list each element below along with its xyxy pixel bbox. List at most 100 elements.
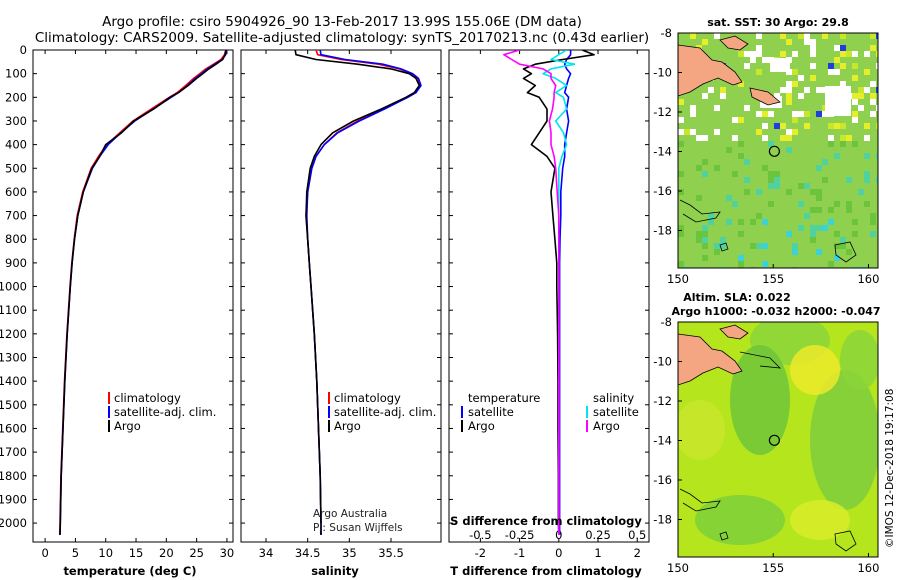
sst-cell bbox=[834, 201, 840, 207]
sst-cell bbox=[804, 39, 810, 45]
depth-tick-label: 1300 bbox=[0, 351, 27, 365]
sst-cell bbox=[870, 81, 876, 87]
sst-cell bbox=[786, 87, 792, 93]
sst-cell bbox=[768, 177, 774, 183]
x-tick-label: 2 bbox=[634, 546, 641, 560]
salinity-axes-box bbox=[240, 49, 442, 543]
sst-cell bbox=[756, 213, 762, 219]
sst-cell bbox=[780, 87, 786, 93]
sst-cell bbox=[762, 135, 768, 141]
sst-cell bbox=[852, 141, 858, 147]
sst-cell bbox=[876, 153, 878, 159]
legend-swatch-climatology bbox=[328, 392, 330, 404]
coast-queensland bbox=[679, 199, 721, 223]
map-y-tick-label: -12 bbox=[653, 394, 672, 408]
sst-cell bbox=[714, 33, 720, 39]
credit-pi: PI: Susan Wijffels bbox=[313, 522, 403, 534]
sst-cell bbox=[768, 201, 774, 207]
sst-cell bbox=[708, 219, 714, 225]
legend-swatch-satellite bbox=[108, 406, 110, 418]
x-tick-label: 5 bbox=[72, 546, 79, 560]
sst-cell bbox=[762, 57, 768, 63]
sst-cell bbox=[834, 57, 840, 63]
sst-cell bbox=[816, 87, 822, 93]
temperature-axes-box bbox=[32, 49, 234, 543]
x-tick-label: 25 bbox=[189, 546, 204, 560]
sst-cell bbox=[744, 159, 750, 165]
sst-cell bbox=[786, 99, 792, 105]
sst-cell bbox=[756, 51, 762, 57]
x-tick-label: 1 bbox=[594, 546, 601, 560]
difference-x-axis: -2 -1 0 1 2 bbox=[475, 50, 641, 560]
salinity-lines bbox=[294, 50, 422, 535]
salinity-diff-tick-label: -0.25 bbox=[505, 528, 535, 542]
sst-cell bbox=[702, 39, 708, 45]
sst-cell bbox=[804, 87, 810, 93]
map-y-tick-label: -10 bbox=[653, 65, 672, 79]
sst-cell bbox=[696, 231, 702, 237]
salinity-panel: 34 34.5 35 35.5 salinity climatology satell… bbox=[240, 49, 442, 578]
sst-cell bbox=[870, 33, 876, 39]
sst-cell bbox=[876, 123, 878, 129]
sst-cell bbox=[846, 177, 852, 183]
legend-swatch-t-satellite bbox=[461, 406, 463, 418]
sst-cell bbox=[714, 129, 720, 135]
sst-cell bbox=[744, 177, 750, 183]
map-y-tick-label: -18 bbox=[653, 223, 672, 237]
imos-stamp: ©IMOS 12-Dec-2018 19:17:08 bbox=[884, 389, 896, 548]
sst-cell bbox=[750, 51, 756, 57]
sst-cell bbox=[744, 63, 750, 69]
sst-cell bbox=[840, 81, 846, 87]
sla-blob bbox=[790, 500, 850, 540]
land-island-north bbox=[719, 35, 749, 51]
sla-map-title: Altim. SLA: 0.022 bbox=[683, 291, 790, 304]
sst-cell bbox=[804, 213, 810, 219]
sst-cell bbox=[732, 135, 738, 141]
credit-argo-australia: Argo Australia bbox=[313, 508, 387, 520]
sst-cell bbox=[810, 63, 816, 69]
sst-cell bbox=[864, 87, 870, 93]
sst-cell bbox=[702, 171, 708, 177]
sst-cell bbox=[756, 33, 762, 39]
depth-tick-label: 1700 bbox=[0, 445, 27, 459]
sst-cell bbox=[810, 237, 816, 243]
sst-cell bbox=[768, 141, 774, 147]
salinity-xlabel: salinity bbox=[311, 564, 359, 578]
sst-cell bbox=[840, 243, 846, 249]
temperature-legend: climatology satellite-adj. clim. Argo bbox=[108, 391, 216, 433]
sst-cell bbox=[756, 129, 762, 135]
legend-swatch-t-argo bbox=[461, 420, 463, 432]
sst-cell bbox=[846, 201, 852, 207]
legend-label-t-satellite: satellite bbox=[468, 405, 514, 419]
sst-cell bbox=[852, 99, 858, 105]
sst-cell bbox=[678, 117, 684, 123]
sst-cell bbox=[876, 33, 878, 39]
sst-cell bbox=[864, 153, 870, 159]
sst-cell bbox=[756, 111, 762, 117]
sst-cell bbox=[804, 33, 810, 39]
sst-cell bbox=[798, 111, 804, 117]
x-tick-label: 10 bbox=[98, 546, 113, 560]
legend-swatch-argo bbox=[108, 420, 110, 432]
depth-tick-label: 1500 bbox=[0, 398, 27, 412]
sst-cell bbox=[696, 237, 702, 243]
sst-cell bbox=[810, 225, 816, 231]
map-y-tick-label: -8 bbox=[661, 26, 672, 40]
depth-tick-label: 300 bbox=[5, 114, 27, 128]
legend-label-s-satellite: satellite bbox=[593, 405, 639, 419]
legend-label-s-argo: Argo bbox=[593, 419, 620, 433]
coast-reef-2 bbox=[719, 531, 729, 541]
sst-map-title: sat. SST: 30 Argo: 29.8 bbox=[707, 16, 849, 29]
sla-map-panel: Altim. SLA: 0.022 Argo h1000: -0.032 h20… bbox=[653, 291, 880, 575]
sst-cell bbox=[876, 51, 878, 57]
sst-cell bbox=[840, 237, 846, 243]
sst-cell bbox=[798, 201, 804, 207]
sst-cell bbox=[792, 243, 798, 249]
sst-cell bbox=[750, 243, 756, 249]
sst-cell bbox=[774, 177, 780, 183]
sst-cell bbox=[834, 255, 840, 261]
sst-cell bbox=[756, 45, 762, 51]
sst-cell bbox=[792, 111, 798, 117]
sst-cell bbox=[702, 159, 708, 165]
